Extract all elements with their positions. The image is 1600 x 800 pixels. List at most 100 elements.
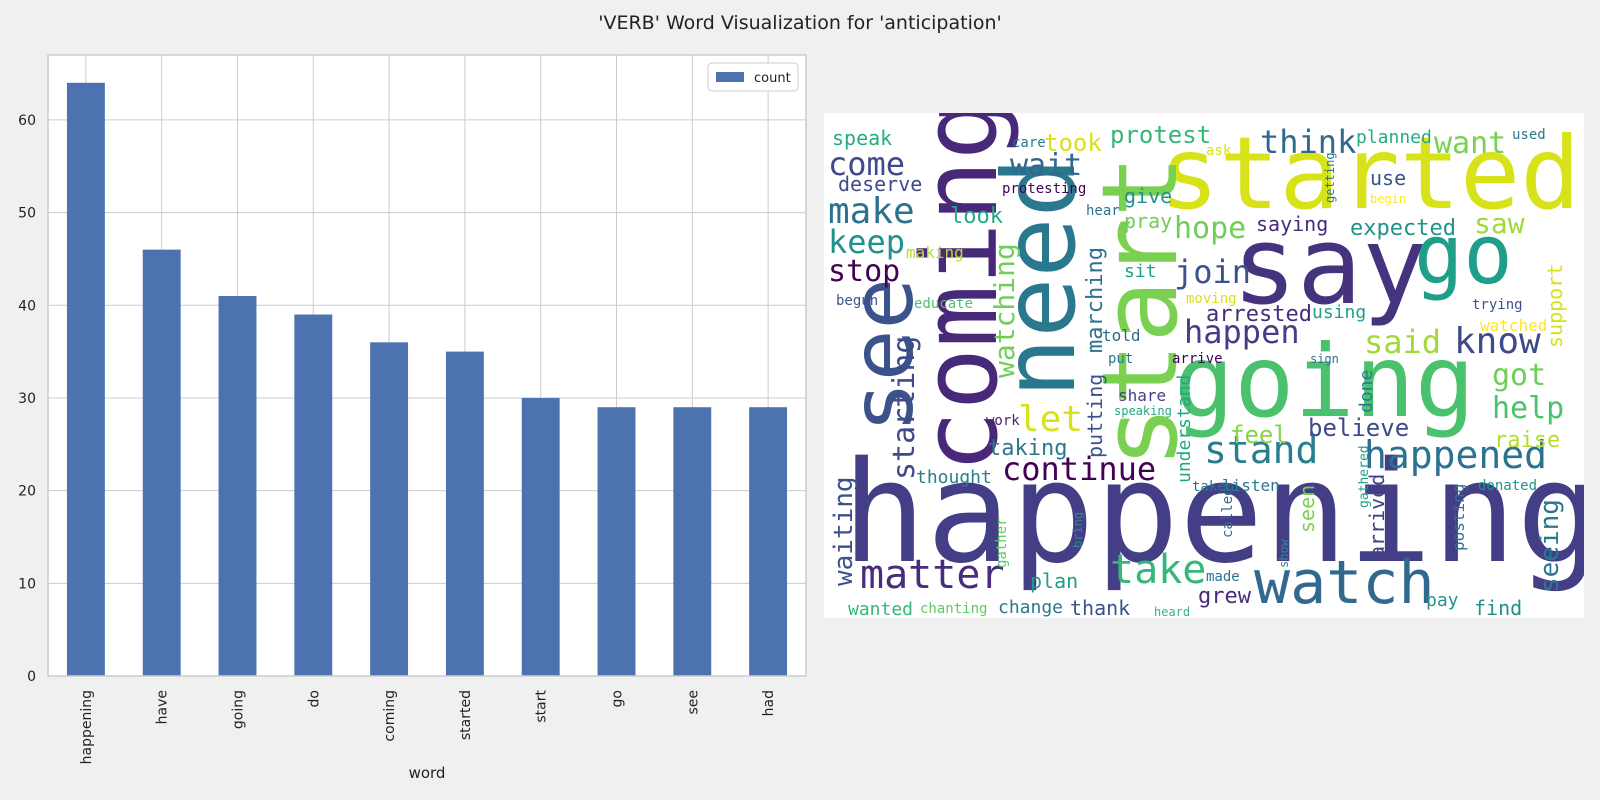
cloud-word: happened [1364, 433, 1547, 477]
cloud-word: chanting [920, 601, 987, 617]
cloud-word: care [1012, 135, 1046, 151]
cloud-word: ask [1206, 143, 1232, 159]
cloud-word: gather [994, 517, 1010, 568]
cloud-word: use [1370, 166, 1406, 190]
cloud-word: starting [887, 336, 922, 481]
x-tick-label: see [685, 690, 701, 715]
plot-frame [47, 54, 807, 677]
cloud-word: sign [1310, 352, 1339, 366]
cloud-word: took [1044, 129, 1102, 157]
cloud-word: watch [1254, 548, 1435, 618]
cloud-word: posting [1449, 484, 1468, 551]
cloud-word: take [1110, 547, 1206, 593]
x-tick-label: started [458, 690, 474, 740]
x-tick-label: do [306, 690, 322, 707]
cloud-word: made [1206, 569, 1240, 585]
cloud-word: getting [1323, 152, 1337, 203]
bar [597, 407, 636, 676]
bar [370, 342, 409, 676]
x-axis-label: word [409, 764, 446, 782]
cloud-word: saw [1474, 207, 1525, 240]
cloud-word: happen [1184, 313, 1300, 351]
cloud-word: stop [828, 254, 900, 289]
cloud-word: taking [988, 436, 1067, 461]
cloud-word: told [1102, 326, 1141, 345]
cloud-word: used [1512, 127, 1546, 143]
cloud-word: arrested [1206, 302, 1312, 327]
cloud-word: support [1543, 264, 1567, 348]
cloud-word: come [828, 145, 905, 183]
cloud-word: know [1454, 321, 1541, 362]
cloud-word: using [1312, 302, 1366, 323]
cloud-word: deserve [838, 172, 922, 196]
cloud-word: started [1159, 115, 1580, 232]
bar [673, 407, 712, 676]
cloud-word: listen [1222, 476, 1280, 495]
word-cloud-panel: happening going say started go start need comin… [824, 113, 1584, 618]
cloud-word: speak [832, 126, 892, 150]
cloud-word: saying [1256, 212, 1328, 236]
cloud-word: begun [836, 293, 878, 309]
cloud-word: join [1174, 253, 1251, 291]
cloud-word: go [1414, 208, 1513, 303]
cloud-word: help [1492, 391, 1564, 426]
x-tick-label: start [534, 689, 550, 722]
cloud-word: trying [1472, 297, 1523, 313]
cloud-word: make [828, 191, 915, 232]
figure-title: 'VERB' Word Visualization for 'anticipat… [598, 12, 1002, 34]
cloud-word: begin [1370, 192, 1406, 206]
cloud-word: expected [1350, 216, 1456, 241]
y-tick-label: 40 [18, 298, 36, 314]
cloud-word: putting [1083, 374, 1107, 458]
cloud-word: work [986, 413, 1020, 429]
cloud-word: think [1260, 123, 1356, 161]
bar [66, 82, 105, 676]
y-tick-label: 20 [18, 484, 36, 500]
cloud-word: taken [1192, 479, 1234, 495]
cloud-word: see [833, 278, 933, 433]
cloud-word: wanted [848, 599, 913, 618]
bar [749, 407, 788, 676]
cloud-word: share [1118, 386, 1166, 405]
cloud-word: educate [914, 296, 973, 312]
cloud-word: hear [1086, 203, 1120, 219]
cloud-word: raise [1494, 428, 1560, 453]
cloud-word: pay [1426, 590, 1459, 611]
cloud-word: done [1356, 370, 1377, 413]
cloud-word: arrived [1365, 474, 1389, 558]
cloud-word: say [1232, 204, 1427, 329]
cloud-word: seeing [1535, 499, 1565, 593]
legend-label: count [754, 71, 791, 86]
y-tick-label: 0 [27, 669, 36, 685]
x-tick-label: had [761, 690, 777, 716]
cloud-word: watched [1480, 316, 1547, 335]
x-tick-label: going [231, 690, 247, 729]
cloud-word: got [1492, 358, 1546, 393]
cloud-word: making [906, 243, 964, 262]
cloud-word: protest [1110, 121, 1211, 149]
cloud-word: continue [1002, 450, 1156, 488]
cloud-word: keep [828, 223, 905, 261]
cloud-word: speaking [1114, 404, 1172, 418]
cloud-word: arrive [1172, 351, 1223, 367]
cloud-word: heard [1154, 605, 1190, 618]
cloud-word: look [950, 204, 1003, 229]
cloud-word: thought [916, 467, 992, 488]
cloud-word: coming [899, 113, 1021, 473]
cloud-word: thank [1070, 596, 1130, 618]
y-tick-label: 10 [18, 576, 36, 592]
x-tick-label: coming [382, 690, 398, 742]
cloud-word: understand [1174, 375, 1195, 483]
cloud-word: moving [1186, 291, 1237, 307]
x-tick-label: happening [79, 690, 95, 764]
y-tick-label: 50 [18, 206, 36, 222]
bar [142, 249, 181, 676]
cloud-word: feel [1230, 421, 1288, 449]
cloud-word: start [1079, 155, 1201, 468]
bar [218, 295, 257, 676]
cloud-word: plan [1030, 569, 1078, 593]
y-tick-label: 30 [18, 391, 36, 407]
cloud-word: wait [1010, 148, 1082, 183]
cloud-word: need [981, 157, 1098, 398]
